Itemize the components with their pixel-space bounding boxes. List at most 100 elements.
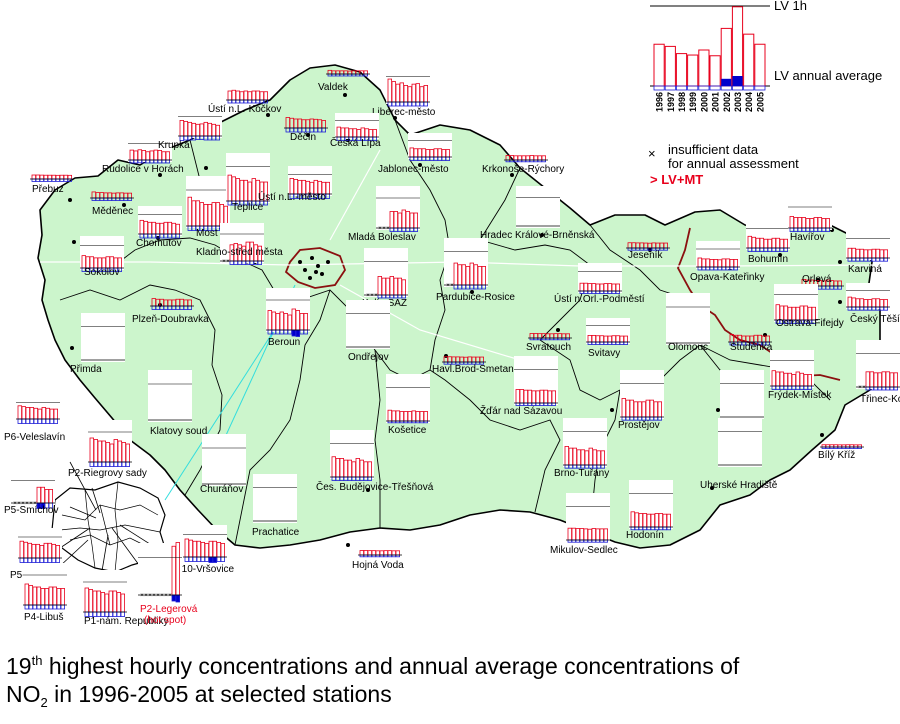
station-chart: Ondřejov — [346, 300, 390, 363]
station-dot — [314, 270, 318, 274]
annual-bar — [239, 99, 244, 104]
hourly-bar — [363, 550, 368, 556]
station-chart: ×××Kolín SAZ — [362, 248, 408, 309]
chart-frame — [138, 543, 182, 597]
legend-hourly-bar — [754, 43, 766, 87]
station-chart: Valdek — [318, 69, 370, 93]
station-label: Valdek — [318, 82, 349, 93]
hourly-bar — [263, 91, 268, 101]
station-chart: Chomutov — [136, 206, 182, 249]
station-chart: Brno-Tuřany — [554, 418, 609, 479]
hourly-bar — [529, 155, 534, 161]
station-dot — [820, 433, 824, 437]
station-dot — [343, 93, 347, 97]
hourly-bar — [255, 90, 260, 101]
station-dot — [320, 272, 324, 276]
station-label: Jeseník — [628, 250, 663, 261]
station-label: Měděnec — [92, 206, 133, 217]
station-chart: Ostrava-Fifejdy — [774, 284, 844, 329]
station-dot — [68, 198, 72, 202]
station-chart: Opava-Kateřinky — [690, 241, 764, 283]
hourly-bar — [231, 89, 236, 101]
station-label: Přimda — [70, 364, 102, 375]
station-label: Liberec-město — [372, 107, 436, 118]
no2-station-map: Přebuz Rudolice v Horách Krupka Ústí n.L.-K… — [4, 0, 900, 627]
station-chart: P10-Vršovice — [175, 525, 235, 575]
annual-bar — [255, 99, 260, 104]
station-label: Opava-Kateřinky — [690, 272, 764, 283]
legend-hourly-bar — [675, 53, 688, 87]
station-dot — [393, 116, 397, 120]
insufficient-mark: × — [168, 593, 172, 599]
annual-bar — [208, 556, 213, 563]
station-chart: Beroun — [266, 288, 310, 348]
annual-bar — [171, 594, 176, 602]
figure-caption: 19th highest hourly concentrations and a… — [6, 652, 896, 709]
legend-annual-bar — [676, 85, 688, 91]
hourly-bar — [239, 91, 244, 101]
annual-bar — [251, 99, 256, 104]
hourly-bar — [251, 90, 256, 101]
station-chart: P4-Libuš — [23, 563, 67, 623]
station-chart: Sokolov — [80, 236, 124, 278]
station-label: Ostrava-Fifejdy — [776, 318, 844, 329]
legend-hourly-bar — [687, 54, 699, 87]
station-label: Ústí n.L.-Kočkov — [208, 102, 281, 115]
chart-frame — [346, 300, 390, 349]
hourly-bar — [227, 90, 232, 101]
station-label: Bohumín — [748, 254, 788, 265]
station-label: P1-nám. Republiky — [84, 616, 168, 627]
insufficient-mark: × — [226, 259, 230, 265]
legend-annual-bar — [754, 85, 766, 91]
legend-hourly-bar — [743, 33, 755, 87]
station-dot — [308, 276, 312, 280]
legend-annual-bar — [709, 85, 721, 91]
hourly-bar — [371, 550, 376, 556]
annual-bar — [212, 556, 217, 563]
station-chart: Hojná Voda — [352, 550, 404, 571]
legend-annual-bar — [698, 85, 710, 91]
chart-frame — [516, 186, 560, 228]
station-label: Havl.Brod-Smetan.nám. — [432, 364, 539, 375]
hourly-bar — [35, 174, 40, 180]
station-dot — [838, 300, 842, 304]
station-dot — [510, 173, 514, 177]
annual-bar — [227, 99, 232, 104]
station-label: Sokolov — [84, 267, 120, 278]
insufficient-mark: × — [21, 501, 25, 507]
station-label: Košetice — [388, 425, 427, 436]
station-chart: Český Těšín — [846, 283, 900, 325]
hourly-bar — [387, 550, 392, 556]
chart-frame — [11, 471, 55, 505]
station-dot — [326, 260, 330, 264]
station-label: Studénka — [730, 342, 773, 353]
station-label: Přebuz — [32, 184, 64, 195]
hourly-bar — [67, 174, 72, 180]
hourly-bar — [395, 550, 400, 556]
station-label: Havířov — [790, 232, 824, 243]
station-chart: Most — [186, 176, 230, 239]
station-chart: Česká Lípa — [330, 113, 381, 149]
station-chart: Churáňov — [200, 434, 246, 495]
station-chart: Jeseník — [626, 242, 670, 261]
station-chart: P1-nám. Republiky — [83, 570, 168, 627]
hourly-bar — [363, 70, 368, 75]
station-label: Karviná — [848, 264, 882, 275]
insufficient-mark: × — [222, 259, 226, 265]
station-chart: Ústí n.L.-město — [258, 166, 332, 203]
station-chart: Bílý Kříž — [818, 444, 864, 461]
station-dot — [303, 268, 307, 272]
insufficient-mark: × — [450, 283, 454, 289]
annual-bar — [243, 99, 248, 104]
station-label: Rudolice v Horách — [102, 164, 184, 175]
station-label: Orlová — [802, 274, 832, 285]
station-chart: Krupka — [158, 108, 222, 151]
station-chart: Prostějov — [618, 370, 664, 431]
insufficient-mark: × — [374, 293, 378, 299]
station-chart: Teplice — [226, 153, 270, 213]
station-label: Kladno-střed města — [196, 247, 283, 258]
station-dot — [316, 264, 320, 268]
hourly-bar — [247, 91, 252, 101]
legend-annual-bar — [743, 85, 755, 91]
station-label: Hradec Králové-Brněnská — [480, 230, 595, 241]
